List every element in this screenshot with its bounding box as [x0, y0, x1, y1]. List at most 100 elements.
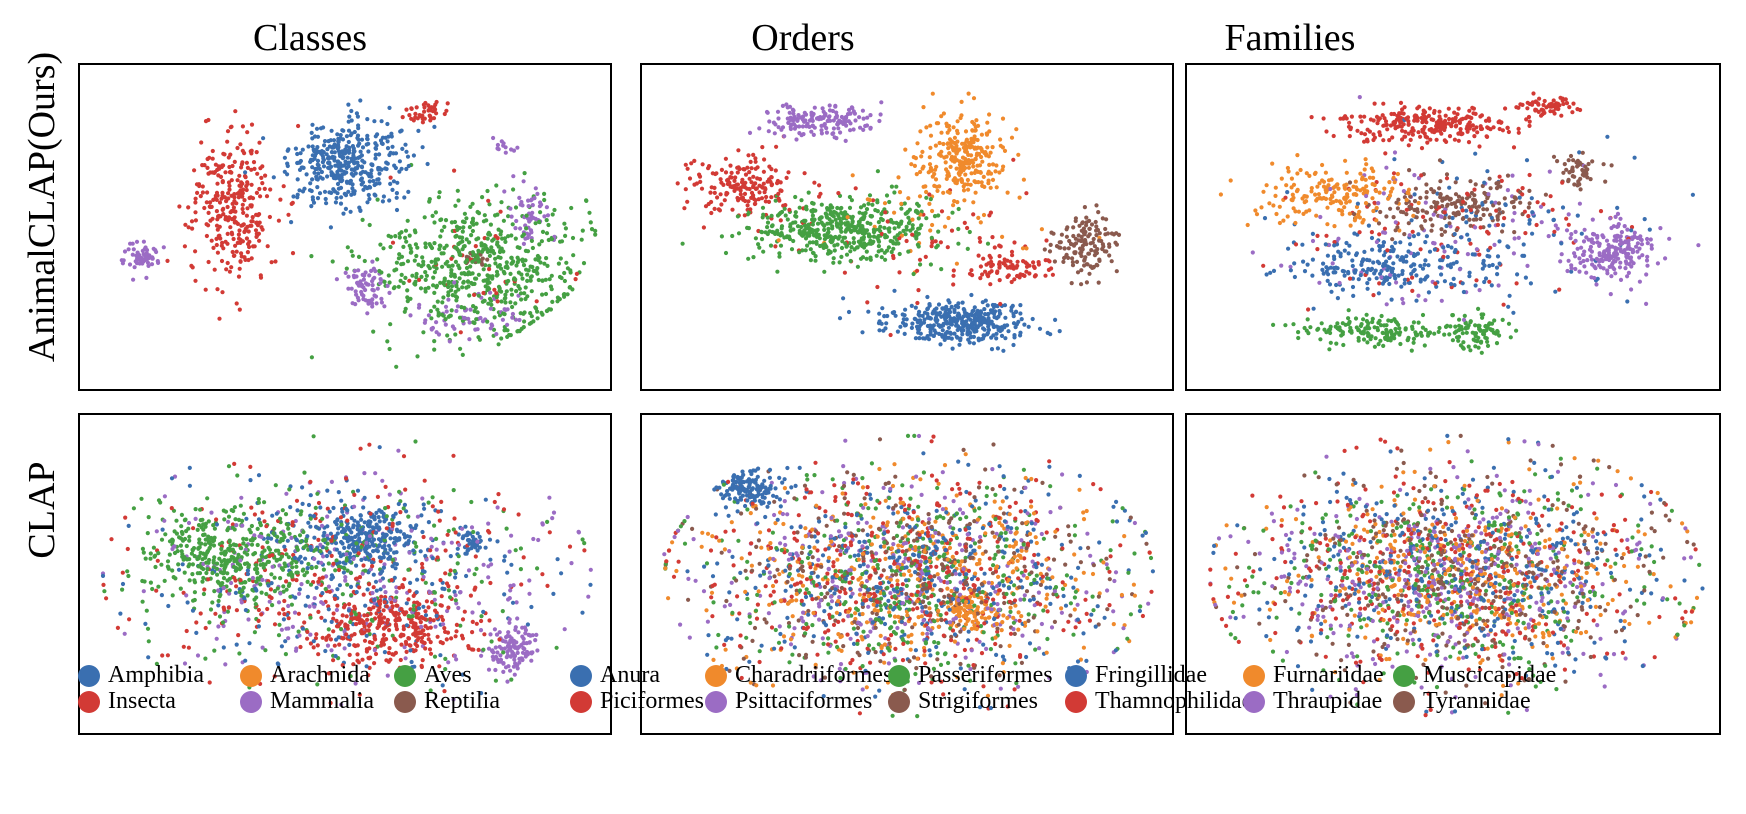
point-psittaciformes [814, 116, 820, 121]
point-passeriformes [886, 245, 891, 250]
point-psittaciformes [830, 108, 835, 114]
point-aves [523, 296, 528, 302]
point-aves [530, 245, 535, 251]
point-piciformes [976, 253, 981, 258]
point-piciformes [735, 170, 740, 175]
point-thamnophilidae [1410, 229, 1415, 234]
point-thraupidae [1608, 216, 1613, 221]
point-furnariidae [1285, 165, 1290, 171]
point-muscicapidae [1457, 317, 1462, 322]
point-aves [537, 219, 542, 224]
point-passeriformes [844, 252, 850, 257]
point-insecta [193, 278, 198, 283]
point-muscicapidae [1334, 341, 1339, 346]
point-tyrannidae [1453, 213, 1458, 218]
point-psittaciformes [868, 113, 873, 118]
point-aves [473, 276, 478, 281]
point-piciformes [753, 181, 758, 186]
point-amphibia [344, 161, 349, 166]
point-thraupidae [1635, 241, 1640, 246]
point-psittaciformes [848, 128, 853, 133]
point-strigiformes [1111, 232, 1116, 237]
point-mammalia [478, 315, 483, 321]
point-charadriiformes [897, 190, 903, 195]
point-insecta [486, 198, 491, 203]
point-muscicapidae [1346, 308, 1351, 313]
point-aves [528, 278, 533, 283]
point-amphibia [356, 143, 361, 148]
point-aves [480, 195, 485, 200]
point-thamnophilidae [1429, 127, 1434, 132]
point-amphibia [310, 177, 315, 182]
point-thraupidae [1590, 262, 1595, 267]
point-muscicapidae [1335, 326, 1340, 331]
point-anura [950, 346, 955, 351]
point-anura [920, 313, 925, 318]
row-label-animalclap: AnimalCLAP(Ours) [21, 51, 63, 363]
point-thraupidae [1584, 270, 1589, 275]
point-psittaciformes [810, 113, 815, 118]
point-furnariidae [1218, 192, 1223, 197]
point-furnariidae [1325, 205, 1330, 210]
point-thraupidae [1288, 264, 1293, 269]
point-thamnophilidae [1534, 222, 1539, 228]
point-aves [449, 284, 455, 289]
point-mammalia [495, 142, 500, 148]
point-thamnophilidae [1400, 128, 1405, 133]
point-thraupidae [1384, 165, 1389, 170]
point-amphibia [300, 147, 305, 152]
point-charadriiformes [973, 190, 978, 195]
point-anura [877, 311, 882, 316]
point-thamnophilidae [1557, 287, 1562, 292]
point-amphibia [336, 139, 341, 144]
point-passeriformes [775, 269, 780, 274]
point-thraupidae [1632, 234, 1637, 239]
point-aves [436, 310, 441, 316]
point-tyrannidae [1401, 210, 1406, 215]
point-thraupidae [1597, 253, 1602, 258]
point-mammalia [514, 218, 519, 224]
point-mammalia [502, 189, 507, 194]
column-title-classes: Classes [253, 17, 367, 59]
point-aves [309, 355, 314, 360]
point-amphibia [346, 102, 351, 107]
point-aves [461, 280, 466, 285]
point-aves [509, 233, 514, 238]
point-aves [437, 247, 442, 252]
point-aves [525, 272, 530, 277]
point-amphibia [297, 188, 302, 193]
point-charadriiformes [845, 215, 850, 220]
point-amphibia [310, 153, 315, 158]
point-passeriformes [871, 234, 877, 239]
point-aves [508, 300, 513, 305]
point-insecta [220, 180, 225, 185]
point-thraupidae [1585, 258, 1590, 263]
point-thraupidae [1640, 253, 1645, 258]
point-piciformes [1011, 157, 1016, 162]
point-psittaciformes [812, 105, 817, 110]
point-aves [545, 263, 550, 268]
point-amphibia [328, 225, 333, 230]
point-furnariidae [1291, 206, 1296, 211]
point-aves [487, 202, 492, 207]
point-amphibia [314, 176, 319, 181]
point-aves [484, 218, 489, 223]
point-insecta [212, 170, 217, 175]
point-aves [397, 252, 402, 257]
point-charadriiformes [944, 154, 949, 159]
point-tyrannidae [1429, 228, 1434, 233]
point-aves [567, 285, 572, 290]
point-fringillidae [1465, 232, 1470, 237]
point-aves [527, 321, 532, 326]
point-amphibia [366, 149, 371, 154]
point-fringillidae [1323, 242, 1328, 247]
point-fringillidae [1445, 254, 1450, 260]
point-anura [921, 320, 927, 325]
point-charadriiformes [947, 190, 952, 195]
point-passeriformes [924, 216, 929, 221]
point-passeriformes [819, 202, 824, 207]
point-thraupidae [1618, 216, 1623, 221]
point-tyrannidae [1438, 179, 1443, 184]
point-fringillidae [1332, 256, 1337, 262]
point-fringillidae [1292, 261, 1297, 266]
